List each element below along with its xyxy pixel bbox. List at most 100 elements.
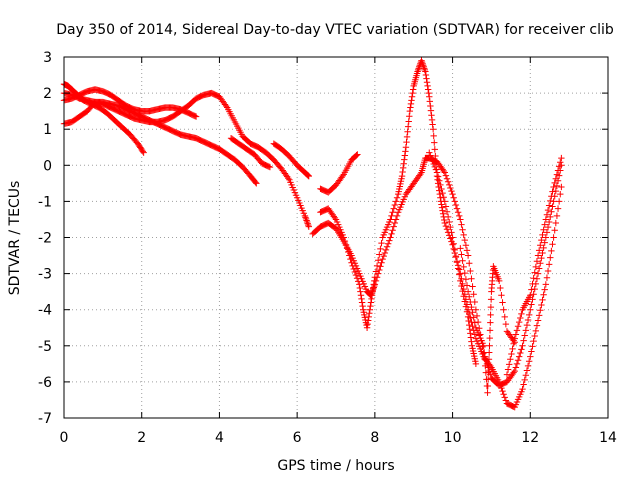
data-point [358,295,365,303]
data-point [460,263,467,271]
data-point [454,265,462,272]
data-point [434,176,441,183]
data-point [415,65,422,72]
data-point [389,209,396,216]
data-point [428,116,436,124]
data-point [391,201,399,209]
data-point [437,194,444,201]
x-tick-label: 8 [370,430,379,446]
data-point [513,327,521,334]
data-point [431,139,438,146]
data-point [463,247,471,254]
data-point [409,86,417,93]
data-point [502,320,510,328]
data-point [427,102,434,110]
data-point [544,206,552,214]
data-point [343,245,351,252]
x-tick-label: 6 [293,430,302,446]
data-point [401,152,409,159]
data-point [531,269,538,276]
data-point [543,229,551,236]
data-point [457,277,464,285]
data-point [401,156,408,163]
data-point [543,211,551,219]
x-tick-label: 4 [215,430,224,446]
data-point [542,216,550,223]
data-point [404,123,412,130]
data-point [437,181,444,189]
data-point [449,234,456,241]
data-point [464,252,472,259]
series-track-9 [317,57,565,411]
data-point [304,220,311,227]
data-point [417,170,424,178]
data-point [508,350,515,358]
data-point [529,280,536,288]
data-point [487,319,494,326]
data-point [466,293,473,301]
data-point [345,248,352,256]
data-point [428,155,435,162]
data-point [447,223,454,231]
data-point [514,323,522,330]
data-point [222,102,230,110]
data-point [331,214,339,222]
data-point [469,323,476,330]
data-point [497,284,504,292]
y-tick-label: 2 [43,86,52,102]
data-point [521,376,528,384]
series-track-3 [60,98,260,187]
data-point [486,334,493,342]
data-point [545,261,553,268]
data-point [393,194,401,201]
data-point [552,175,560,182]
data-point [399,164,407,172]
y-tick-label: -3 [38,267,52,283]
data-point [356,281,363,288]
data-point [553,212,561,220]
data-point [466,260,473,267]
data-point [512,364,520,371]
data-point [461,269,468,277]
data-point [527,353,534,360]
data-point [531,285,538,293]
data-point [421,65,428,72]
data-point [442,222,450,230]
data-point [449,241,456,248]
data-points [60,57,565,411]
data-point [452,252,460,260]
data-point [341,237,349,245]
data-point [558,154,565,162]
data-point [414,66,422,74]
data-point [525,311,533,319]
data-point [528,348,535,355]
data-point [432,152,439,160]
data-point [458,221,465,228]
data-point [460,293,467,300]
data-point [473,312,481,320]
data-point [302,214,309,221]
data-point [505,361,513,368]
x-tick-label: 14 [599,430,617,446]
data-point [466,326,473,333]
data-point [485,362,492,370]
data-point [371,274,379,281]
data-point [285,174,292,182]
data-point [467,334,475,341]
data-point [403,133,411,141]
data-point [349,262,356,270]
data-point [378,239,385,247]
data-point [459,287,466,295]
data-point [497,381,504,389]
data-point [438,201,445,208]
data-point [383,243,391,250]
data-point [521,332,528,339]
data-point [539,296,546,304]
data-point [443,175,451,182]
data-point [498,384,505,392]
data-point [441,216,448,224]
data-point [253,180,260,187]
data-point [486,327,494,334]
data-point [484,376,492,383]
data-point [356,284,364,292]
